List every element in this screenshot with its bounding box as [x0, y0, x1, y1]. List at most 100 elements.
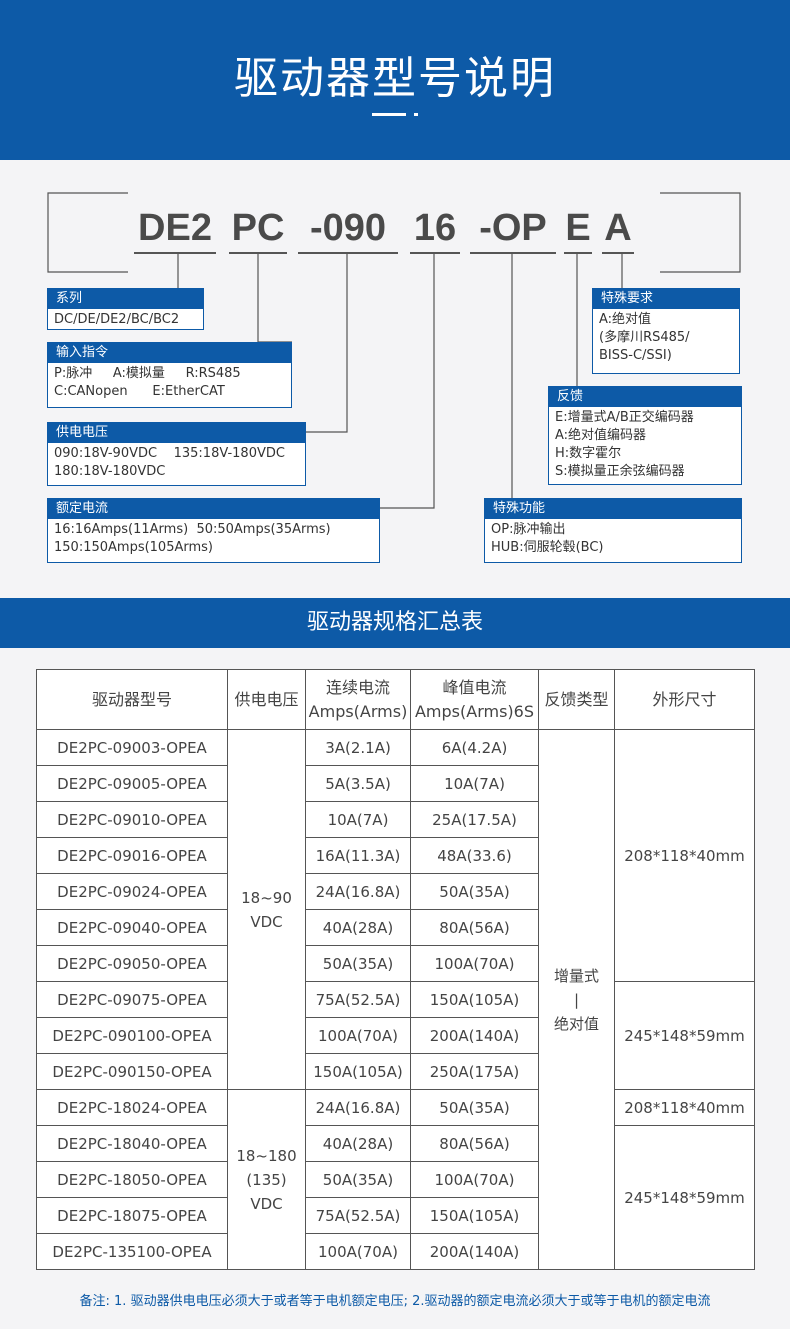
- spec-box: 供电电压 090:18V-90VDC 135:18V-180VDC 180:18V-…: [47, 422, 306, 486]
- size-line: 208*118*40mm: [624, 846, 745, 865]
- voltage-line: (135): [246, 1170, 287, 1189]
- model-cell: DE2PC-09024-OPEA: [36, 873, 228, 910]
- box-line: 150:150Amps(105Arms): [54, 540, 213, 555]
- code-part: 16: [413, 207, 457, 249]
- box-line: BISS-C/SSI): [599, 348, 672, 363]
- box-title: 特殊要求: [593, 289, 739, 309]
- continuous-cell: 150A(105A): [305, 1053, 411, 1090]
- code-part: DE2: [138, 207, 212, 249]
- continuous-cell: 75A(52.5A): [305, 981, 411, 1018]
- model-cell: DE2PC-09016-OPEA: [36, 837, 228, 874]
- continuous-cell: 40A(28A): [305, 1125, 411, 1162]
- box-body: 16:16Amps(11Arms) 50:50Amps(35Arms) 150:1…: [48, 519, 379, 557]
- box-title: 系列: [48, 289, 203, 309]
- voltage-line: VDC: [250, 1194, 283, 1213]
- spec-box: 额定电流 16:16Amps(11Arms) 50:50Amps(35Arms) 1…: [47, 498, 380, 563]
- header-line: 外形尺寸: [652, 689, 717, 709]
- box-body: 090:18V-90VDC 135:18V-180VDC 180:18V-180V…: [48, 443, 305, 481]
- peak-cell: 50A(35A): [410, 873, 539, 910]
- voltage-cell: 18~180 (135) VDC: [227, 1089, 306, 1270]
- peak-cell: 6A(4.2A): [410, 729, 539, 766]
- spec-box: 特殊功能 OP:脉冲输出 HUB:伺服轮毂(BC): [484, 498, 742, 563]
- continuous-cell: 100A(70A): [305, 1017, 411, 1054]
- model-cell: DE2PC-135100-OPEA: [36, 1233, 228, 1270]
- header-row: 驱动器型号 供电电压 连续电流 Amps(Arms) 峰值电流 Amps(Arms)6S 反…: [36, 669, 755, 730]
- box-body: A:绝对值 (多摩川RS485/BISS-C/SSI): [593, 309, 739, 365]
- box-line: 16:16Amps(11Arms) 50:50Amps(35Arms): [54, 522, 331, 537]
- voltage-line: 18~90: [241, 888, 292, 907]
- code-part: PC: [231, 207, 285, 249]
- peak-cell: 150A(105A): [410, 1197, 539, 1234]
- voltage-line: 18~180: [236, 1146, 297, 1165]
- box-title: 特殊功能: [485, 499, 741, 519]
- box-body: OP:脉冲输出 HUB:伺服轮毂(BC): [485, 519, 741, 557]
- model-cell: DE2PC-18040-OPEA: [36, 1125, 228, 1162]
- header-cell: 驱动器型号: [36, 669, 228, 730]
- box-line: H:数字霍尔: [555, 446, 622, 461]
- model-cell: DE2PC-09003-OPEA: [36, 729, 228, 766]
- code-part: E: [565, 207, 591, 249]
- continuous-cell: 50A(35A): [305, 945, 411, 982]
- box-line: 090:18V-90VDC 135:18V-180VDC: [54, 446, 285, 461]
- table-row: DE2PC-09075-OPEA 75A(52.5A) 150A(105A) 245*…: [36, 981, 755, 1090]
- box-line: A:绝对值编码器: [555, 428, 647, 443]
- header-line: Amps(Arms): [308, 701, 408, 721]
- feedback-line: 绝对值: [553, 1014, 599, 1033]
- box-body: E:增量式A/B正交编码器 A:绝对值编码器 H:数字霍尔 S:模拟量正余弦编码器: [549, 407, 741, 481]
- box-title: 输入指令: [48, 343, 291, 363]
- spec-box: 输入指令 P:脉冲 A:模拟量 R:RS485 C:CANopen E:EtherC…: [47, 342, 292, 408]
- box-body: DC/DE/DE2/BC/BC2: [48, 309, 203, 329]
- box-title: 反馈: [549, 387, 741, 407]
- box-title: 供电电压: [48, 423, 305, 443]
- continuous-cell: 24A(16.8A): [305, 873, 411, 910]
- box-line: P:脉冲 A:模拟量 R:RS485: [54, 366, 241, 381]
- header-line: 连续电流: [325, 677, 390, 697]
- peak-cell: 80A(56A): [410, 1125, 539, 1162]
- box-line: S:模拟量正余弦编码器: [555, 464, 685, 479]
- continuous-cell: 24A(16.8A): [305, 1089, 411, 1126]
- header-cell: 外形尺寸: [614, 669, 755, 730]
- header-line: 峰值电流: [442, 677, 507, 697]
- size-cell: 245*148*59mm: [614, 981, 755, 1090]
- continuous-cell: 5A(3.5A): [305, 765, 411, 802]
- model-cell: DE2PC-09010-OPEA: [36, 801, 228, 838]
- box-line: (多摩川RS485/: [599, 330, 690, 345]
- code-part: A: [604, 207, 632, 249]
- continuous-cell: 40A(28A): [305, 909, 411, 946]
- table-row: DE2PC-135100-OPEA 100A(70A) 200A(140A): [36, 1233, 755, 1270]
- model-cell: DE2PC-090100-OPEA: [36, 1017, 228, 1054]
- box-line: 180:18V-180VDC: [54, 464, 166, 479]
- table-row: DE2PC-09005-OPEA 5A(3.5A) 10A(7A): [36, 765, 755, 802]
- voltage-cell: 18~90 VDC: [227, 729, 306, 1090]
- peak-cell: 250A(175A): [410, 1053, 539, 1090]
- model-cell: DE2PC-09040-OPEA: [36, 909, 228, 946]
- box-line: DC/DE/DE2/BC/BC2: [54, 312, 180, 327]
- peak-cell: 200A(140A): [410, 1017, 539, 1054]
- header: 驱动器型号说明: [0, 0, 790, 160]
- spec-box: 反馈 E:增量式A/B正交编码器 A:绝对值编码器 H:数字霍尔 S:模拟量正余弦编码器: [548, 386, 742, 485]
- decoration: [414, 113, 418, 116]
- peak-cell: 200A(140A): [410, 1233, 539, 1270]
- continuous-cell: 16A(11.3A): [305, 837, 411, 874]
- size-line: 245*148*59mm: [624, 1188, 745, 1207]
- peak-cell: 48A(33.6): [410, 837, 539, 874]
- note: 备注: 1. 驱动器供电电压必须大于或者等于电机额定电压; 2.驱动器的额定电流…: [79, 1294, 711, 1309]
- peak-cell: 50A(35A): [410, 1089, 539, 1126]
- continuous-cell: 3A(2.1A): [305, 729, 411, 766]
- table-row: DE2PC-18040-OPEA 40A(28A) 80A(56A) 245*148*…: [36, 1125, 755, 1270]
- peak-cell: 25A(17.5A): [410, 801, 539, 838]
- header-line: Amps(Arms)6S: [414, 701, 534, 721]
- box-line: A:绝对值: [599, 312, 652, 327]
- code-part: -OP: [479, 207, 547, 249]
- table-row: DE2PC-09040-OPEA 40A(28A) 80A(56A): [36, 909, 755, 946]
- size-line: 245*148*59mm: [624, 1026, 745, 1045]
- model-cell: DE2PC-18050-OPEA: [36, 1161, 228, 1198]
- header-cell: 反馈类型: [538, 669, 615, 730]
- header-cell: 连续电流 Amps(Arms): [305, 669, 411, 730]
- box-title: 额定电流: [48, 499, 379, 519]
- box-body: P:脉冲 A:模拟量 R:RS485 C:CANopen E:EtherCAT: [48, 363, 291, 401]
- header-cell: 峰值电流 Amps(Arms)6S: [410, 669, 539, 730]
- size-cell: 245*148*59mm: [614, 1125, 755, 1270]
- model-cell: DE2PC-18075-OPEA: [36, 1197, 228, 1234]
